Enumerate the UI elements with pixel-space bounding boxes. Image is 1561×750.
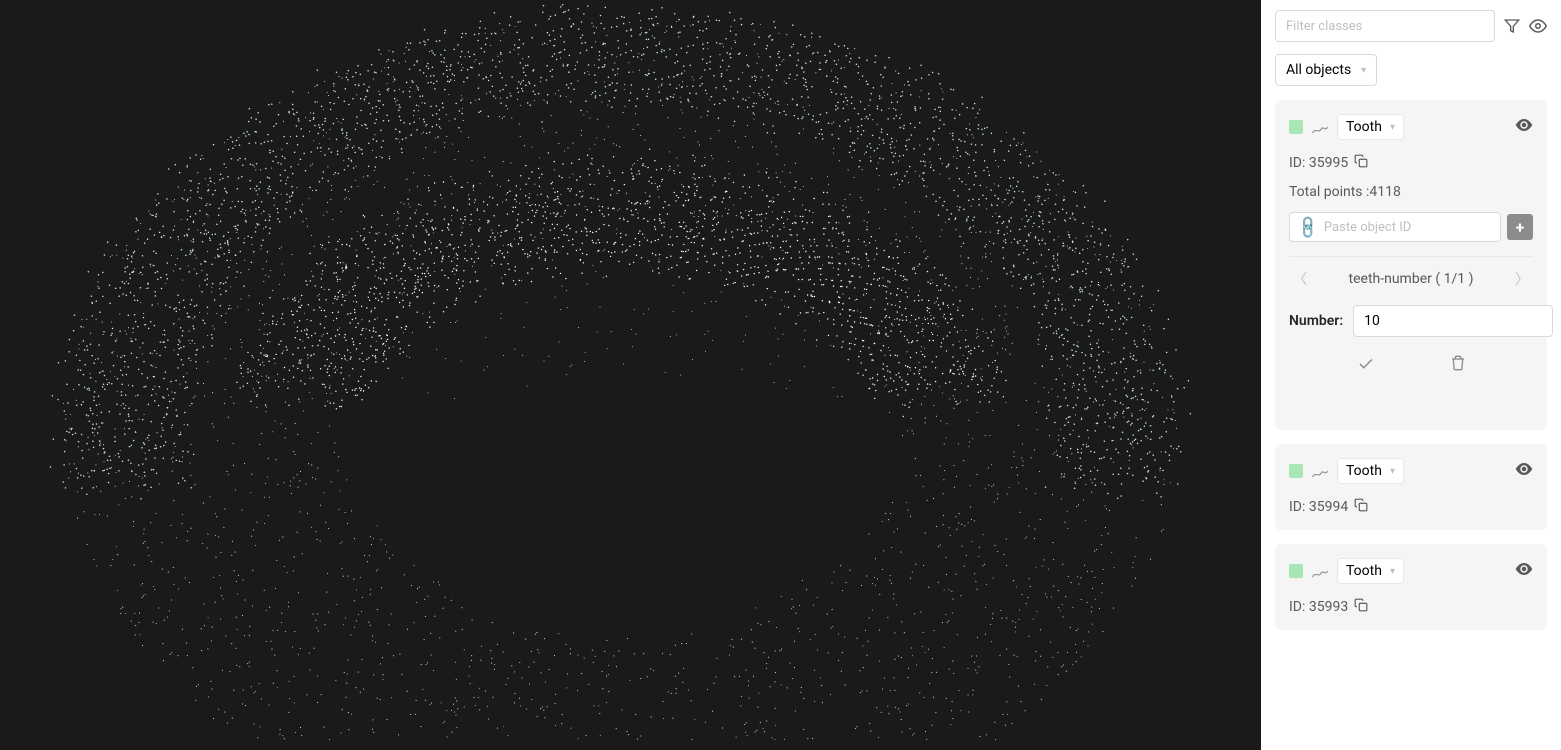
chevron-down-icon: ▾ xyxy=(1390,566,1395,577)
object-id: ID: 35995 xyxy=(1289,155,1348,171)
total-points-label: Total points :4118 xyxy=(1289,184,1401,200)
paste-object-id-input[interactable] xyxy=(1324,220,1492,235)
class-select[interactable]: Tooth ▾ xyxy=(1337,458,1404,484)
eye-icon[interactable] xyxy=(1515,116,1533,138)
objects-sidebar: All objects ▾ Tooth ▾ ID: 35995 Tota xyxy=(1261,0,1561,750)
polyline-icon xyxy=(1311,565,1329,577)
chevron-down-icon: ▾ xyxy=(1361,65,1366,76)
number-row: Number: xyxy=(1289,305,1533,337)
copy-icon[interactable] xyxy=(1354,598,1368,616)
id-row: ID: 35994 xyxy=(1289,498,1533,516)
filter-icon[interactable] xyxy=(1503,17,1521,35)
class-select[interactable]: Tooth ▾ xyxy=(1337,558,1404,584)
class-color-swatch xyxy=(1289,120,1303,134)
object-card: Tooth ▾ ID: 35993 xyxy=(1275,544,1547,630)
object-card: Tooth ▾ ID: 35995 Total points :4118 🔗 + xyxy=(1275,100,1547,430)
visibility-toggle-icon[interactable] xyxy=(1529,17,1547,35)
confirm-icon[interactable] xyxy=(1357,355,1375,377)
polyline-icon xyxy=(1311,121,1329,133)
class-label: Tooth xyxy=(1346,463,1382,479)
card-header: Tooth ▾ xyxy=(1289,558,1533,584)
number-label: Number: xyxy=(1289,313,1343,329)
filter-classes-input[interactable] xyxy=(1275,10,1495,42)
add-link-button[interactable]: + xyxy=(1507,214,1533,240)
eye-icon[interactable] xyxy=(1515,560,1533,582)
chevron-down-icon: ▾ xyxy=(1390,466,1395,477)
divider xyxy=(1289,256,1533,257)
total-points-row: Total points :4118 xyxy=(1289,184,1533,200)
chevron-down-icon: ▾ xyxy=(1390,122,1395,133)
link-icon: 🔗 xyxy=(1294,213,1322,241)
filter-row xyxy=(1275,10,1547,42)
id-row: ID: 35993 xyxy=(1289,598,1533,616)
action-row xyxy=(1289,355,1533,377)
object-filter-row: All objects ▾ xyxy=(1275,54,1547,86)
property-nav-row: 〈 teeth-number ( 1/1 ) 〉 xyxy=(1289,271,1533,287)
prev-property-icon[interactable]: 〈 xyxy=(1293,269,1307,289)
card-header: Tooth ▾ xyxy=(1289,114,1533,140)
point-cloud-viewport[interactable] xyxy=(0,0,1261,750)
paste-id-input-wrap: 🔗 xyxy=(1289,212,1501,242)
class-label: Tooth xyxy=(1346,119,1382,135)
class-color-swatch xyxy=(1289,464,1303,478)
delete-icon[interactable] xyxy=(1450,355,1466,377)
paste-id-row: 🔗 + xyxy=(1289,212,1533,242)
class-label: Tooth xyxy=(1346,563,1382,579)
class-color-swatch xyxy=(1289,564,1303,578)
object-id: ID: 35993 xyxy=(1289,599,1348,615)
object-card: Tooth ▾ ID: 35994 xyxy=(1275,444,1547,530)
eye-icon[interactable] xyxy=(1515,460,1533,482)
number-input[interactable] xyxy=(1353,305,1553,337)
next-property-icon[interactable]: 〉 xyxy=(1515,269,1529,289)
polyline-icon xyxy=(1311,465,1329,477)
class-select[interactable]: Tooth ▾ xyxy=(1337,114,1404,140)
object-filter-select[interactable]: All objects ▾ xyxy=(1275,54,1377,86)
property-nav-label: teeth-number ( 1/1 ) xyxy=(1349,271,1474,287)
object-filter-value: All objects xyxy=(1286,62,1351,78)
copy-icon[interactable] xyxy=(1354,154,1368,172)
id-row: ID: 35995 xyxy=(1289,154,1533,172)
object-id: ID: 35994 xyxy=(1289,499,1348,515)
card-header: Tooth ▾ xyxy=(1289,458,1533,484)
copy-icon[interactable] xyxy=(1354,498,1368,516)
